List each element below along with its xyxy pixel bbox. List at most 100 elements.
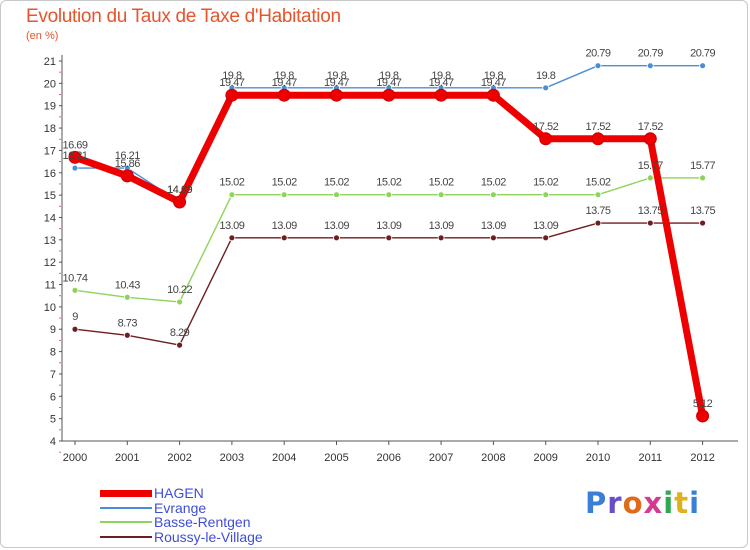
data-label: 13.09 [429,220,454,232]
x-tick-label: 2002 [167,452,191,464]
y-tick-label: 11 [45,280,56,292]
data-point [542,234,550,242]
data-label: 15.02 [481,177,506,189]
series-line-hagen [73,91,707,417]
x-tick-label: 2006 [377,452,401,464]
data-point [382,88,396,102]
legend-swatch [100,489,152,497]
data-label: 13.75 [690,205,715,217]
data-label: 20.79 [638,48,663,60]
logo-letter: o [622,486,644,520]
data-label: 13.09 [272,220,297,232]
x-tick-label: 2007 [429,452,453,464]
data-label: 13.09 [219,220,244,232]
legend-swatch [100,535,152,538]
data-point [123,293,131,301]
data-point [646,62,654,70]
data-point [699,62,706,70]
data-point [696,409,710,423]
chart-title: Evolution du Taux de Taxe d'Habitation [26,6,341,27]
y-tick-label: 10 [44,302,56,314]
data-point [699,174,706,182]
data-point [646,174,654,182]
data-point [277,88,291,102]
data-label: 10.74 [62,272,87,284]
logo-letter: t [674,486,690,520]
data-label: 17.52 [638,121,663,133]
y-tick-label: 17 [44,145,56,157]
y-tick-label: 19 [44,101,56,113]
data-point [385,191,393,199]
data-point [71,164,79,172]
data-point [646,219,654,227]
data-point [176,341,184,349]
data-label: 16.21 [62,150,87,162]
data-label: 9 [72,311,78,323]
data-point [330,88,343,102]
x-tick-label: 2005 [324,452,348,464]
data-point [280,191,288,199]
data-point [228,191,236,199]
y-tick-label: 16 [44,168,56,180]
data-label: 8.73 [118,317,138,329]
data-label: 19.47 [429,77,454,89]
data-label: 15.02 [324,177,349,189]
y-tick-label: 20 [44,78,56,90]
data-label: 19.47 [219,77,244,89]
x-tick-label: 2010 [586,452,610,464]
data-label: 19.8 [222,70,242,82]
data-label: 15.02 [272,177,297,189]
legend-label: Roussy-le-Village [154,528,263,545]
logo-letter: r [607,486,623,520]
data-label: 15.02 [585,177,610,189]
x-tick-label: 2012 [690,452,714,464]
data-point [123,331,131,339]
x-tick-label: 2011 [638,452,662,464]
data-point [594,191,602,199]
data-label: 15.02 [533,177,558,189]
data-label: 19.47 [481,77,506,89]
data-label: 10.43 [115,279,140,291]
data-label: 16.69 [62,139,87,151]
data-point [486,88,500,102]
data-label: 14.69 [167,184,192,196]
x-tick-label: 2009 [533,452,557,464]
data-label: 19.47 [376,77,401,89]
data-point [542,84,550,92]
y-tick-label: 12 [44,257,56,269]
data-label: 13.09 [533,220,558,232]
legend-label: HAGEN [154,485,204,502]
data-label: 17.52 [533,121,558,133]
data-label: 15.86 [115,158,140,170]
legend-label: Evrange [154,499,207,516]
data-point [489,191,497,199]
data-label: 15.02 [219,177,244,189]
data-point [228,234,236,242]
data-point [333,234,340,242]
data-point [594,62,602,70]
legend-swatch [100,521,152,524]
data-point [434,88,448,102]
data-point [173,195,187,209]
logo-letter: x [643,486,664,520]
x-tick-label: 2004 [272,452,296,464]
data-label: 19.8 [379,70,399,82]
x-tick-label: 2003 [220,452,244,464]
data-point [591,132,605,146]
data-label: 13.75 [638,205,663,217]
data-label: 19.8 [484,70,504,82]
data-label: 19.47 [324,77,349,89]
data-point [489,234,497,242]
data-point [280,234,288,242]
data-point [437,234,445,242]
data-label: 13.09 [481,220,506,232]
legend-label: Basse-Rentgen [154,514,251,531]
data-label: 13.09 [324,220,349,232]
data-point [643,132,657,146]
legend-swatch [100,506,152,509]
y-tick-label: 21 [44,56,56,68]
data-label: 20.79 [585,48,610,60]
data-label: 17.52 [585,121,610,133]
